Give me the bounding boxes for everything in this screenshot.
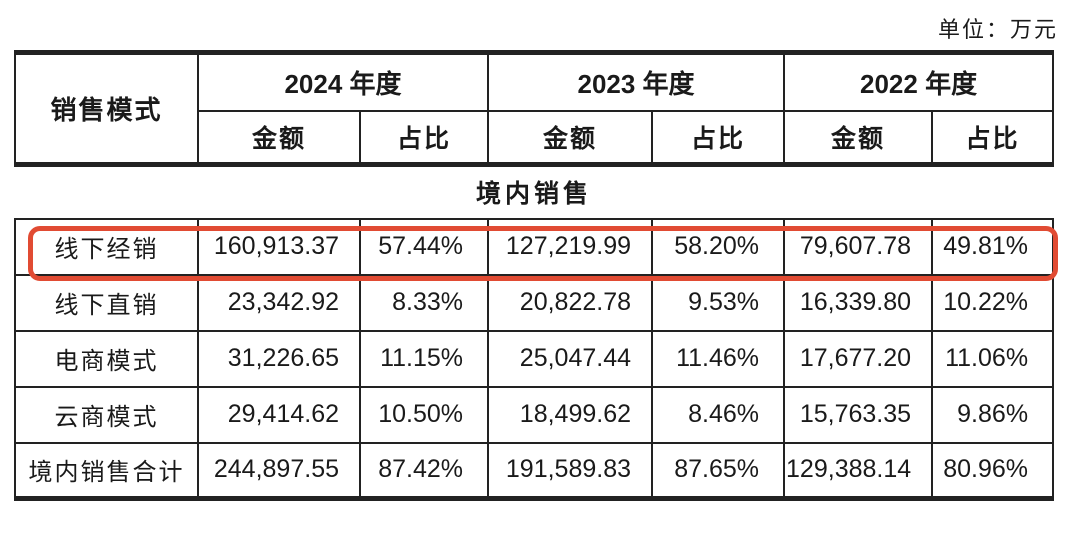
table-row-offline-direct: 线下直销 23,342.92 8.33% 20,822.78 9.53% 16,…	[14, 273, 1055, 332]
header-year-2022: 2022 年度	[783, 50, 1055, 112]
cell-amount-2023: 191,589.83	[487, 441, 654, 501]
row-label: 线下直销	[14, 273, 199, 332]
cell-amount-2022: 17,677.20	[783, 329, 934, 388]
cell-amount-2024: 29,414.62	[197, 385, 361, 444]
cell-ratio-2024: 8.33%	[358, 273, 490, 332]
header-amount-2023: 金额	[487, 109, 654, 167]
row-label: 境内销售合计	[14, 441, 199, 501]
header-ratio-2023: 占比	[651, 109, 786, 167]
cell-amount-2024: 244,897.55	[197, 441, 361, 501]
cell-ratio-2024: 10.50%	[358, 385, 490, 444]
cell-ratio-2023: 11.46%	[651, 329, 786, 388]
row-label: 线下经销	[14, 217, 199, 276]
cell-amount-2022: 79,607.78	[783, 217, 934, 276]
row-label: 云商模式	[14, 385, 199, 444]
header-year-2023: 2023 年度	[487, 50, 786, 112]
sales-mode-table: 销售模式 2024 年度 2023 年度 2022 年度 金额 占比 金额 占比…	[14, 50, 1055, 501]
cell-ratio-2023: 8.46%	[651, 385, 786, 444]
cell-ratio-2024: 87.42%	[358, 441, 490, 501]
cell-ratio-2022: 80.96%	[931, 441, 1055, 501]
header-amount-2024: 金额	[197, 109, 361, 167]
cell-ratio-2024: 57.44%	[358, 217, 490, 276]
cell-ratio-2023: 87.65%	[651, 441, 786, 501]
header-year-row: 销售模式 2024 年度 2023 年度 2022 年度	[14, 50, 1055, 167]
table-row-offline-distribution: 线下经销 160,913.37 57.44% 127,219.99 58.20%…	[14, 217, 1055, 276]
header-ratio-2024: 占比	[358, 109, 490, 167]
table-row-domestic-total: 境内销售合计 244,897.55 87.42% 191,589.83 87.6…	[14, 441, 1055, 501]
cell-ratio-2024: 11.15%	[358, 329, 490, 388]
cell-ratio-2022: 11.06%	[931, 329, 1055, 388]
cell-amount-2024: 31,226.65	[197, 329, 361, 388]
cell-amount-2024: 23,342.92	[197, 273, 361, 332]
header-amount-2022: 金额	[783, 109, 934, 167]
cell-ratio-2023: 58.20%	[651, 217, 786, 276]
header-ratio-2022: 占比	[931, 109, 1055, 167]
section-title: 境内销售	[15, 163, 1054, 220]
row-label: 电商模式	[14, 329, 199, 388]
cell-amount-2023: 18,499.62	[487, 385, 654, 444]
cell-amount-2022: 15,763.35	[783, 385, 934, 444]
section-row: 境内销售	[15, 163, 1054, 220]
unit-label: 单位：万元	[937, 17, 1058, 42]
table-row-ecommerce: 电商模式 31,226.65 11.15% 25,047.44 11.46% 1…	[14, 329, 1055, 388]
cell-amount-2023: 25,047.44	[487, 329, 654, 388]
header-sales-mode: 销售模式	[14, 50, 199, 167]
cell-ratio-2023: 9.53%	[651, 273, 786, 332]
cell-amount-2024: 160,913.37	[197, 217, 361, 276]
cell-amount-2023: 127,219.99	[487, 217, 654, 276]
cell-amount-2023: 20,822.78	[487, 273, 654, 332]
cell-ratio-2022: 10.22%	[931, 273, 1055, 332]
header-year-2024: 2024 年度	[196, 50, 490, 112]
header-sub-row: 金额 占比 金额 占比 金额 占比	[15, 109, 1055, 167]
cell-ratio-2022: 49.81%	[931, 217, 1055, 276]
cell-amount-2022: 16,339.80	[783, 273, 934, 332]
cell-ratio-2022: 9.86%	[931, 385, 1055, 444]
table-row-cloud-commerce: 云商模式 29,414.62 10.50% 18,499.62 8.46% 15…	[14, 385, 1055, 444]
cell-amount-2022: 129,388.14	[783, 441, 934, 501]
